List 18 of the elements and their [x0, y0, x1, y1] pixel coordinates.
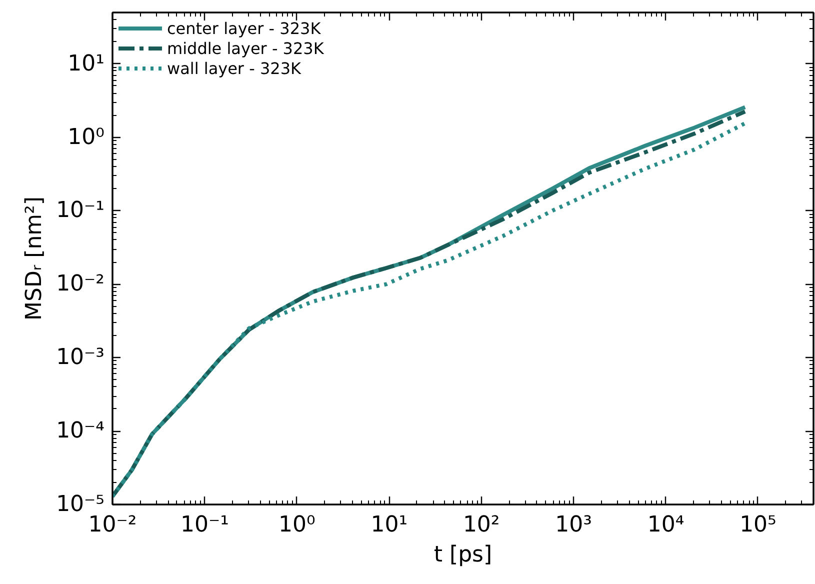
x-axis-title: t [ps]	[434, 542, 492, 568]
legend-label: center layer - 323K	[167, 18, 321, 38]
x-tick-label: 10¹	[370, 512, 408, 538]
y-tick-label: 10⁻¹	[56, 198, 105, 224]
y-tick-label: 10⁻⁴	[56, 418, 105, 444]
y-tick-label: 10⁻³	[56, 345, 105, 370]
y-axis-title: MSDᵣ [nm²]	[22, 196, 48, 320]
x-tick-label: 10⁴	[647, 512, 684, 538]
x-tick-label: 10⁵	[740, 512, 776, 538]
x-tick-label: 10²	[462, 512, 500, 538]
legend-label: middle layer - 323K	[167, 38, 324, 58]
x-tick-label: 10³	[555, 512, 592, 538]
x-tick-label: 10⁰	[278, 512, 316, 538]
x-tick-label: 10⁻¹	[180, 512, 229, 538]
y-tick-label: 10⁻²	[56, 272, 105, 297]
legend-label: wall layer - 323K	[167, 58, 301, 78]
y-tick-label: 10¹	[68, 51, 105, 76]
y-tick-label: 10⁰	[68, 124, 105, 150]
